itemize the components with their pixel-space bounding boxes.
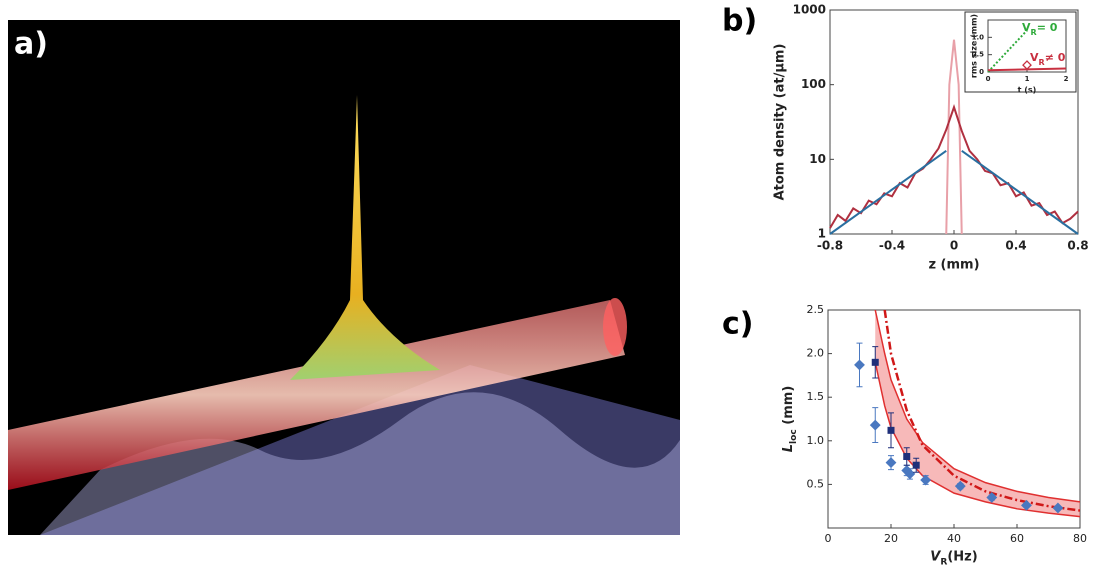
band-edge <box>874 362 1081 518</box>
y-tick-label: 2.0 <box>807 347 825 360</box>
annotation-part: V <box>1022 21 1031 34</box>
panel-label: b) <box>722 4 757 39</box>
y-tick-label: 0 <box>979 68 984 76</box>
y-tick-label: 1 <box>818 227 826 241</box>
data-point <box>903 452 911 460</box>
x-tick-label: 0.8 <box>1067 239 1088 253</box>
band-area <box>875 310 1080 517</box>
x-tick-label: -0.4 <box>879 239 905 253</box>
axis-label: Lloc (mm) <box>781 386 799 453</box>
plot-frame <box>827 309 1081 529</box>
annotation-part: V <box>1030 51 1039 64</box>
axis-label: t (s) <box>1018 86 1037 95</box>
y-tick-label: 10 <box>809 152 826 166</box>
series-line <box>961 150 1079 235</box>
series-line <box>829 103 1079 229</box>
data-point <box>869 419 881 431</box>
x-tick-label: 1 <box>1025 75 1030 83</box>
axis-label-part: loc <box>789 429 799 444</box>
axis-label-part: V <box>930 549 941 564</box>
data-point <box>912 461 920 469</box>
annotation-part: R <box>1039 58 1045 67</box>
substrate <box>40 365 680 535</box>
data-point <box>1052 502 1064 514</box>
data-point <box>887 426 895 434</box>
laser-beam <box>8 300 625 490</box>
series-line <box>987 29 1028 73</box>
y-tick-label: 1.0 <box>807 434 825 447</box>
x-tick-label: 40 <box>947 532 961 545</box>
y-tick-label: 1.5 <box>807 390 825 403</box>
data-point <box>885 457 897 469</box>
annotation-part: ≠ 0 <box>1045 51 1066 64</box>
axis-label: Atom density (at/μm) <box>773 44 788 201</box>
annotation: VR≠ 0 <box>1030 51 1066 67</box>
disorder-bumps <box>40 392 680 535</box>
series-line <box>945 39 963 235</box>
series-line <box>883 309 1081 512</box>
x-tick-label: 0 <box>950 239 958 253</box>
x-tick-label: 80 <box>1073 532 1087 545</box>
data-point <box>871 358 879 366</box>
panel-label: a) <box>14 27 48 62</box>
data-point <box>904 468 916 480</box>
y-tick-label: 0.5 <box>972 51 985 59</box>
axis-label: rms size (mm) <box>970 14 979 78</box>
x-tick-label: 20 <box>884 532 898 545</box>
panel-a: a) <box>8 20 680 535</box>
data-point <box>854 359 865 371</box>
axis-label-part: L <box>781 444 796 452</box>
data-point <box>986 492 998 503</box>
axis-label-part: (mm) <box>781 386 796 430</box>
density-peak <box>290 95 440 380</box>
beam-end <box>603 298 627 356</box>
axis-label-part: (Hz) <box>947 549 977 564</box>
inset-box <box>964 11 1077 93</box>
y-tick-label: 1.0 <box>972 33 985 41</box>
data-point <box>954 480 966 492</box>
annotation-part: R <box>1031 28 1037 37</box>
x-tick-label: 0.4 <box>1005 239 1026 253</box>
x-tick-label: 60 <box>1010 532 1024 545</box>
x-tick-label: 2 <box>1064 75 1069 83</box>
y-tick-label: 1000 <box>793 3 826 17</box>
y-tick-label: 2.5 <box>807 303 825 316</box>
annotation-part: = 0 <box>1037 21 1058 34</box>
data-point <box>1021 499 1032 511</box>
y-tick-label: 0.5 <box>807 477 825 490</box>
x-tick-label: 0 <box>986 75 991 83</box>
annotation: VR= 0 <box>1022 21 1058 37</box>
axis-label-part: R <box>940 557 947 565</box>
x-tick-label: 0 <box>825 532 832 545</box>
panel-label: c) <box>722 307 754 342</box>
band-edge <box>874 309 1081 503</box>
x-tick-label: -0.8 <box>817 239 843 253</box>
data-point <box>920 474 932 486</box>
series-line <box>829 150 947 235</box>
data-point <box>1022 60 1032 70</box>
axis-label: z (mm) <box>928 258 979 273</box>
axis-label: VR(Hz) <box>930 549 977 565</box>
y-tick-label: 100 <box>801 77 826 91</box>
